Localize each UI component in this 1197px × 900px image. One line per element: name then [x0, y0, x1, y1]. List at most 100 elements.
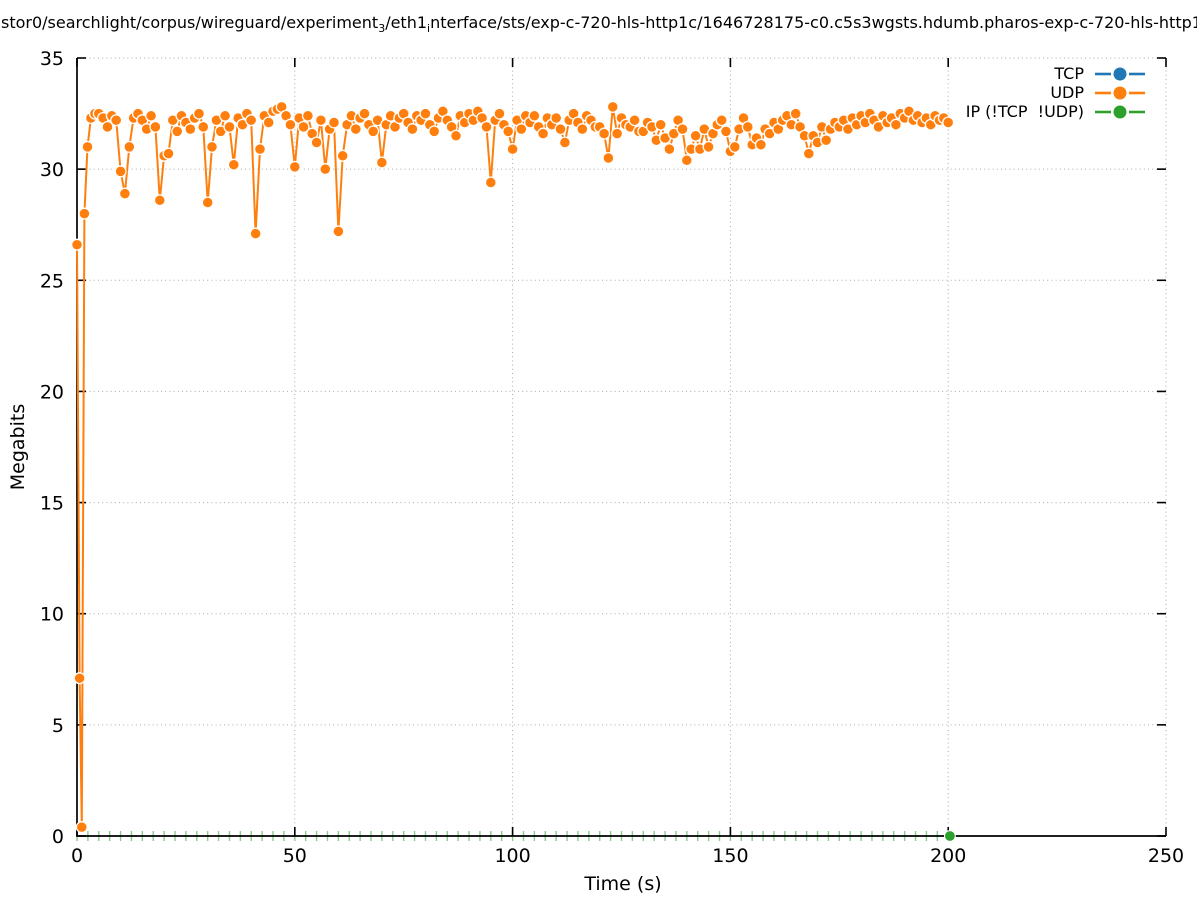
udp-point: [245, 114, 258, 127]
udp-point: [336, 149, 349, 162]
udp-point: [375, 156, 388, 169]
udp-point: [110, 114, 123, 127]
udp-point: [288, 160, 301, 173]
udp-point: [153, 194, 166, 207]
udp-point: [192, 107, 206, 120]
udp-point: [118, 187, 131, 200]
udp-point: [689, 129, 702, 142]
udp-point: [201, 196, 214, 209]
udp-point: [654, 118, 667, 131]
udp-point: [70, 238, 84, 251]
udp-point: [358, 107, 371, 120]
udp-point: [480, 120, 493, 133]
legend-label-ip: IP (!TCP !UDP): [965, 102, 1084, 121]
udp-point: [253, 143, 267, 156]
udp-point: [406, 123, 419, 136]
legend-label-tcp: TCP: [1054, 64, 1084, 83]
udp-point: [663, 143, 676, 156]
udp-point: [449, 129, 463, 142]
udp-point: [728, 140, 741, 153]
udp-point: [262, 116, 275, 129]
title-segment: nterface/sts/exp-c-720-hls-http1c/164672…: [430, 13, 1197, 32]
udp-point: [702, 140, 715, 153]
udp-point: [284, 118, 297, 131]
ip-point: [944, 830, 956, 842]
legend: TCP UDP IP (!TCP !UDP): [966, 64, 1146, 121]
legend-label-udp: UDP: [1050, 83, 1084, 102]
udp-point: [528, 109, 541, 122]
udp-point: [301, 109, 314, 122]
udp-point: [319, 163, 332, 176]
udp-point: [197, 120, 210, 133]
udp-point: [680, 154, 693, 167]
udp-point: [602, 151, 615, 165]
title-segment: i: [427, 22, 431, 36]
udp-point: [802, 147, 815, 160]
udp-point: [297, 120, 310, 133]
udp-point: [419, 107, 432, 120]
legend-item-ip: IP (!TCP !UDP): [966, 102, 1146, 121]
udp-point: [101, 120, 114, 133]
y-tick-label: 10: [40, 604, 64, 626]
udp-point: [171, 125, 184, 138]
udp-point: [942, 116, 955, 129]
title-segment: 3: [378, 22, 386, 36]
udp-point: [754, 138, 767, 151]
y-tick-label: 5: [52, 715, 64, 737]
udp-point: [81, 140, 94, 153]
udp-point: [219, 109, 232, 122]
y-axis-label: Megabits: [7, 403, 29, 491]
y-tick-label: 30: [40, 159, 64, 181]
legend-sample-ip-icon: [1095, 105, 1145, 118]
udp-point: [676, 123, 689, 136]
x-tick-label: 150: [712, 845, 748, 867]
y-tick-label: 25: [40, 270, 64, 292]
udp-point: [249, 227, 262, 240]
udp-point: [493, 107, 506, 120]
udp-point: [367, 125, 380, 138]
udp-point: [715, 114, 728, 127]
udp-point: [502, 125, 515, 138]
udp-point: [114, 165, 127, 178]
udp-point: [558, 136, 571, 149]
udp-point: [537, 127, 550, 140]
udp-point: [78, 207, 91, 220]
udp-point: [719, 125, 733, 138]
legend-item-tcp: TCP: [966, 64, 1146, 83]
udp-point: [428, 125, 441, 138]
udp-point: [820, 134, 833, 147]
udp-point: [889, 118, 902, 131]
udp-point: [314, 114, 327, 127]
x-tick-label: 50: [283, 845, 307, 867]
udp-point: [554, 123, 567, 136]
udp-point: [223, 120, 236, 133]
title-segment: /eth1: [385, 13, 428, 32]
title-segment: stor0/searchlight/corpus/wireguard/exper…: [1, 13, 379, 32]
udp-point: [598, 127, 611, 140]
udp-point: [227, 158, 240, 171]
udp-point: [332, 225, 345, 238]
udp-point: [349, 123, 362, 136]
udp-point: [310, 136, 323, 149]
udp-point: [789, 107, 802, 120]
axis-border: [76, 58, 1166, 837]
udp-point: [628, 114, 641, 127]
udp-point: [606, 100, 619, 113]
x-tick-label: 200: [930, 845, 966, 867]
x-tick-label: 100: [494, 845, 530, 867]
udp-point: [205, 140, 219, 153]
y-tick-label: 15: [40, 493, 64, 515]
udp-point: [550, 111, 563, 125]
legend-sample-tcp-icon: [1095, 67, 1145, 80]
udp-point: [741, 120, 754, 133]
udp-point: [327, 116, 341, 129]
udp-point: [149, 120, 162, 133]
udp-point: [484, 176, 497, 189]
udp-point: [123, 140, 136, 153]
udp-point: [75, 821, 88, 834]
udp-point: [184, 123, 197, 136]
x-tick-label: 250: [1148, 845, 1184, 867]
y-tick-label: 0: [52, 826, 64, 848]
udp-point: [145, 109, 158, 122]
